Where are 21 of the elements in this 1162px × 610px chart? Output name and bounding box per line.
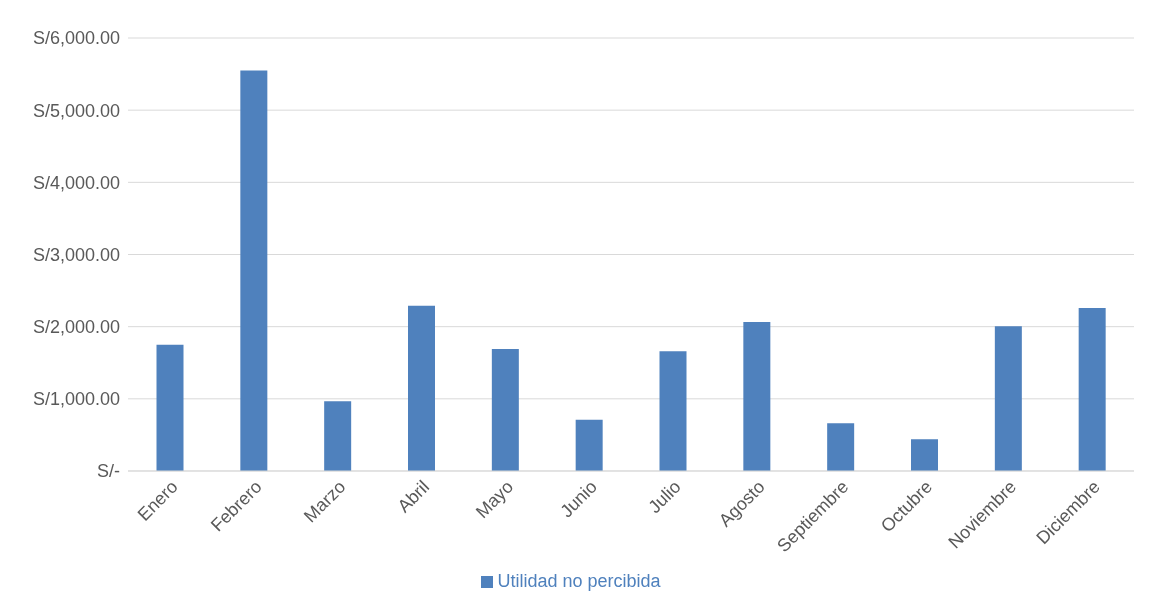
bar [240, 70, 268, 471]
y-tick-label: S/5,000.00 [32, 100, 120, 121]
bar [743, 321, 771, 471]
bar [324, 401, 352, 471]
bar [1078, 307, 1106, 471]
legend-label: Utilidad no percibida [497, 571, 661, 591]
bar [156, 344, 184, 471]
y-tick-label: S/6,000.00 [32, 28, 120, 49]
y-tick-label: S/- [96, 461, 120, 482]
bar [408, 305, 435, 471]
y-tick-label: S/4,000.00 [32, 172, 120, 193]
bar [994, 326, 1022, 471]
bar [659, 351, 687, 471]
x-tick-label: Julio [644, 476, 685, 518]
y-tick-label: S/2,000.00 [32, 317, 120, 338]
bar [491, 349, 519, 471]
bar [827, 423, 855, 471]
bar [575, 419, 603, 471]
y-tick-label: S/3,000.00 [32, 244, 120, 265]
bar [911, 439, 938, 471]
y-tick-label: S/1,000.00 [32, 389, 120, 410]
